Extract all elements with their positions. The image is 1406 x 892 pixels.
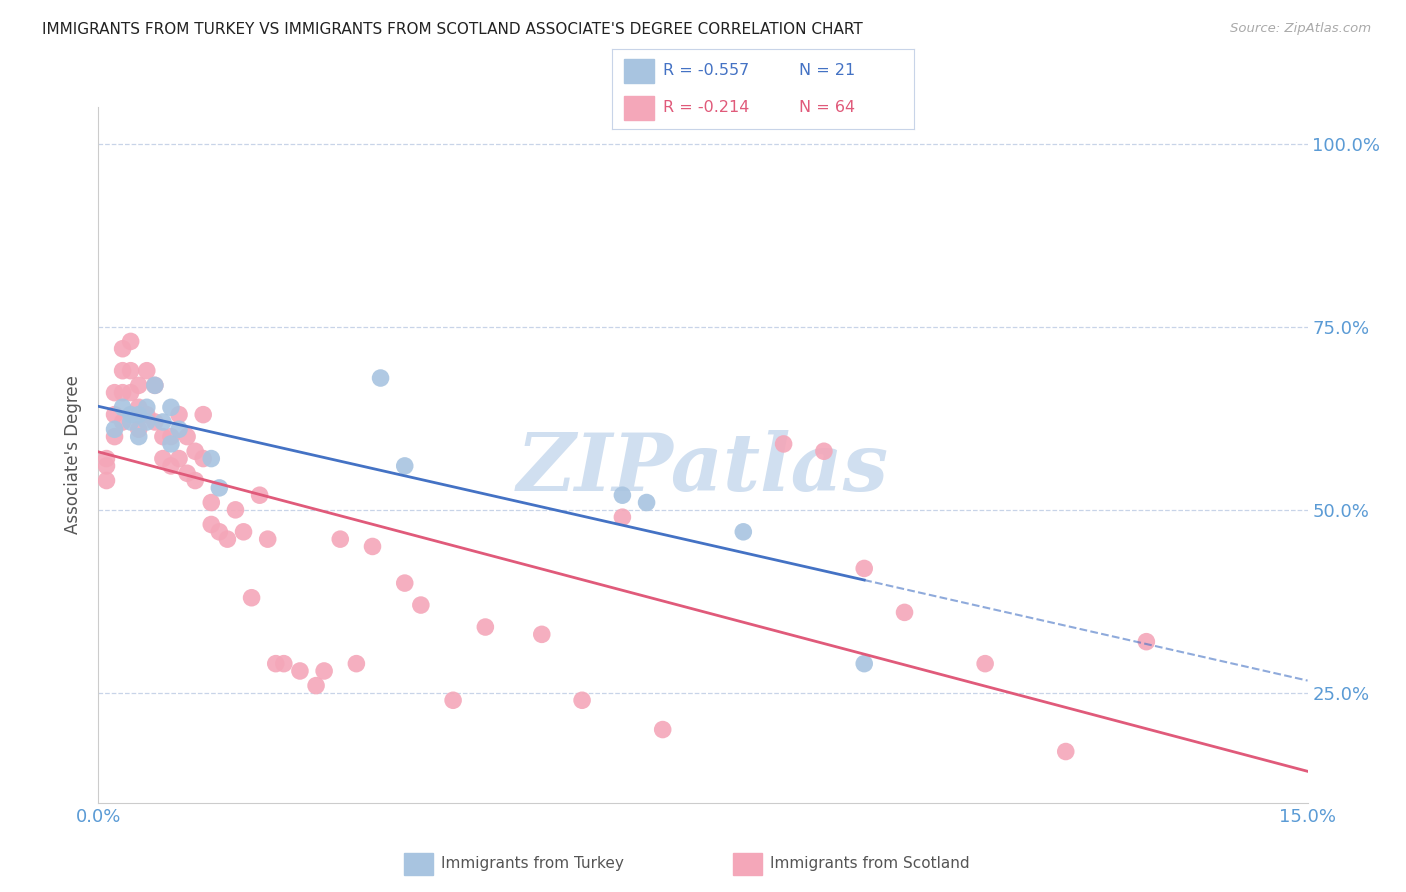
- Point: [651, 723, 673, 737]
- Point: [530, 627, 553, 641]
- Point: [143, 415, 166, 429]
- Point: [240, 591, 263, 605]
- Point: [152, 415, 174, 429]
- Point: [120, 415, 142, 429]
- Point: [184, 474, 207, 488]
- Point: [200, 517, 222, 532]
- Point: [409, 598, 432, 612]
- Point: [111, 415, 134, 429]
- Text: ZIPatlas: ZIPatlas: [517, 430, 889, 508]
- Text: N = 64: N = 64: [799, 100, 855, 115]
- Point: [361, 540, 384, 554]
- Point: [288, 664, 311, 678]
- Point: [176, 467, 198, 481]
- Point: [208, 524, 231, 539]
- Text: Immigrants from Turkey: Immigrants from Turkey: [441, 855, 624, 871]
- Bar: [404, 853, 433, 875]
- Point: [314, 664, 336, 678]
- Point: [329, 532, 352, 546]
- Point: [96, 451, 118, 466]
- Point: [160, 458, 183, 473]
- Point: [120, 385, 142, 400]
- Point: [160, 401, 183, 415]
- Point: [111, 342, 134, 356]
- Point: [167, 451, 190, 466]
- Point: [128, 429, 150, 443]
- Point: [111, 364, 134, 378]
- Text: N = 21: N = 21: [799, 63, 855, 78]
- Point: [184, 444, 207, 458]
- Point: [893, 606, 915, 620]
- Y-axis label: Associate's Degree: Associate's Degree: [65, 376, 83, 534]
- Point: [143, 378, 166, 392]
- Text: Immigrants from Scotland: Immigrants from Scotland: [770, 855, 970, 871]
- Point: [612, 510, 634, 524]
- Point: [193, 451, 215, 466]
- Point: [160, 437, 183, 451]
- Point: [96, 474, 118, 488]
- Point: [96, 458, 118, 473]
- Point: [1135, 634, 1157, 648]
- Point: [853, 561, 876, 575]
- Point: [370, 371, 392, 385]
- Point: [120, 408, 142, 422]
- Point: [612, 488, 634, 502]
- Point: [394, 576, 416, 591]
- Point: [256, 532, 278, 546]
- Point: [394, 458, 416, 473]
- Bar: [624, 95, 654, 120]
- Bar: [624, 59, 654, 83]
- Point: [344, 657, 367, 671]
- Point: [217, 532, 239, 546]
- Bar: [733, 853, 762, 875]
- Point: [733, 524, 755, 539]
- Point: [128, 422, 150, 436]
- Point: [103, 408, 125, 422]
- Point: [135, 401, 157, 415]
- Point: [120, 334, 142, 349]
- Point: [103, 429, 125, 443]
- Text: R = -0.557: R = -0.557: [664, 63, 749, 78]
- Point: [135, 415, 157, 429]
- Point: [853, 657, 876, 671]
- Point: [193, 408, 215, 422]
- Point: [249, 488, 271, 502]
- Point: [200, 495, 222, 509]
- Point: [135, 408, 157, 422]
- Point: [200, 451, 222, 466]
- Point: [111, 401, 134, 415]
- Point: [273, 657, 295, 671]
- Point: [636, 495, 658, 509]
- Point: [152, 429, 174, 443]
- Point: [232, 524, 254, 539]
- Point: [772, 437, 794, 451]
- Point: [264, 657, 287, 671]
- Text: R = -0.214: R = -0.214: [664, 100, 749, 115]
- Point: [152, 451, 174, 466]
- Point: [135, 364, 157, 378]
- Point: [143, 378, 166, 392]
- Point: [128, 378, 150, 392]
- Point: [128, 401, 150, 415]
- Point: [128, 408, 150, 422]
- Point: [208, 481, 231, 495]
- Point: [176, 429, 198, 443]
- Point: [111, 385, 134, 400]
- Point: [1054, 745, 1077, 759]
- Point: [813, 444, 835, 458]
- Point: [167, 422, 190, 436]
- Point: [103, 385, 125, 400]
- Text: IMMIGRANTS FROM TURKEY VS IMMIGRANTS FROM SCOTLAND ASSOCIATE'S DEGREE CORRELATIO: IMMIGRANTS FROM TURKEY VS IMMIGRANTS FRO…: [42, 22, 863, 37]
- Point: [305, 679, 328, 693]
- Point: [167, 408, 190, 422]
- Point: [224, 503, 246, 517]
- Point: [571, 693, 593, 707]
- Point: [120, 364, 142, 378]
- Point: [441, 693, 464, 707]
- Text: Source: ZipAtlas.com: Source: ZipAtlas.com: [1230, 22, 1371, 36]
- Point: [474, 620, 496, 634]
- Point: [103, 422, 125, 436]
- Point: [974, 657, 997, 671]
- Point: [160, 429, 183, 443]
